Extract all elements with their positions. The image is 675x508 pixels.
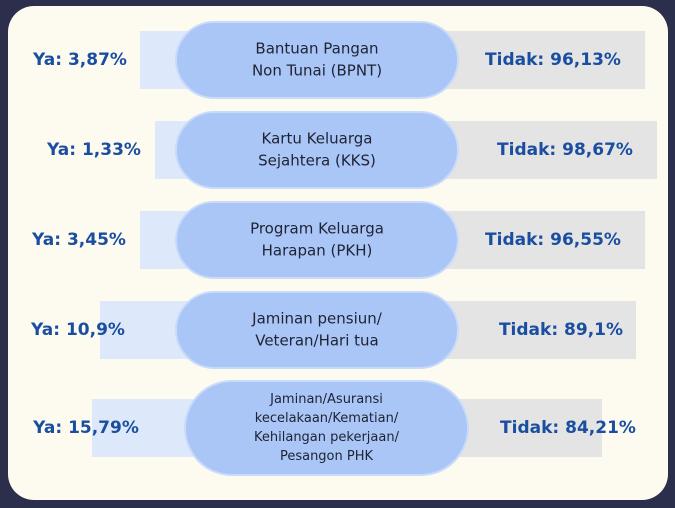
pill [175, 21, 459, 99]
category-label: Jaminan/Asuransi [269, 392, 383, 407]
tidak-label: Tidak: 98,67% [497, 140, 633, 160]
category-label: kecelakaan/Kematian/ [255, 411, 399, 426]
category-label: Pesangon PHK [280, 449, 374, 464]
category-label: Non Tunai (BPNT) [252, 62, 382, 80]
tidak-label: Tidak: 84,21% [500, 418, 636, 438]
ya-label: Ya: 15,79% [32, 418, 139, 438]
category-label: Harapan (PKH) [262, 242, 373, 260]
pill [175, 201, 459, 279]
ya-label: Ya: 1,33% [46, 140, 141, 160]
tidak-label: Tidak: 96,55% [485, 230, 621, 250]
ya-label: Ya: 3,87% [32, 50, 127, 70]
pill [175, 111, 459, 189]
category-label: Kartu Keluarga [262, 130, 373, 148]
tidak-label: Tidak: 96,13% [485, 50, 621, 70]
pill [175, 291, 459, 369]
category-label: Sejahtera (KKS) [258, 152, 376, 170]
tidak-label: Tidak: 89,1% [499, 320, 623, 340]
category-label: Bantuan Pangan [255, 40, 378, 58]
category-label: Kehilangan pekerjaan/ [254, 430, 400, 445]
category-label: Program Keluarga [250, 220, 384, 238]
pill [184, 380, 469, 476]
ya-label: Ya: 10,9% [30, 320, 125, 340]
category-label: Jaminan pensiun/ [251, 310, 383, 328]
category-label: Veteran/Hari tua [255, 332, 379, 350]
ya-label: Ya: 3,45% [31, 230, 126, 250]
